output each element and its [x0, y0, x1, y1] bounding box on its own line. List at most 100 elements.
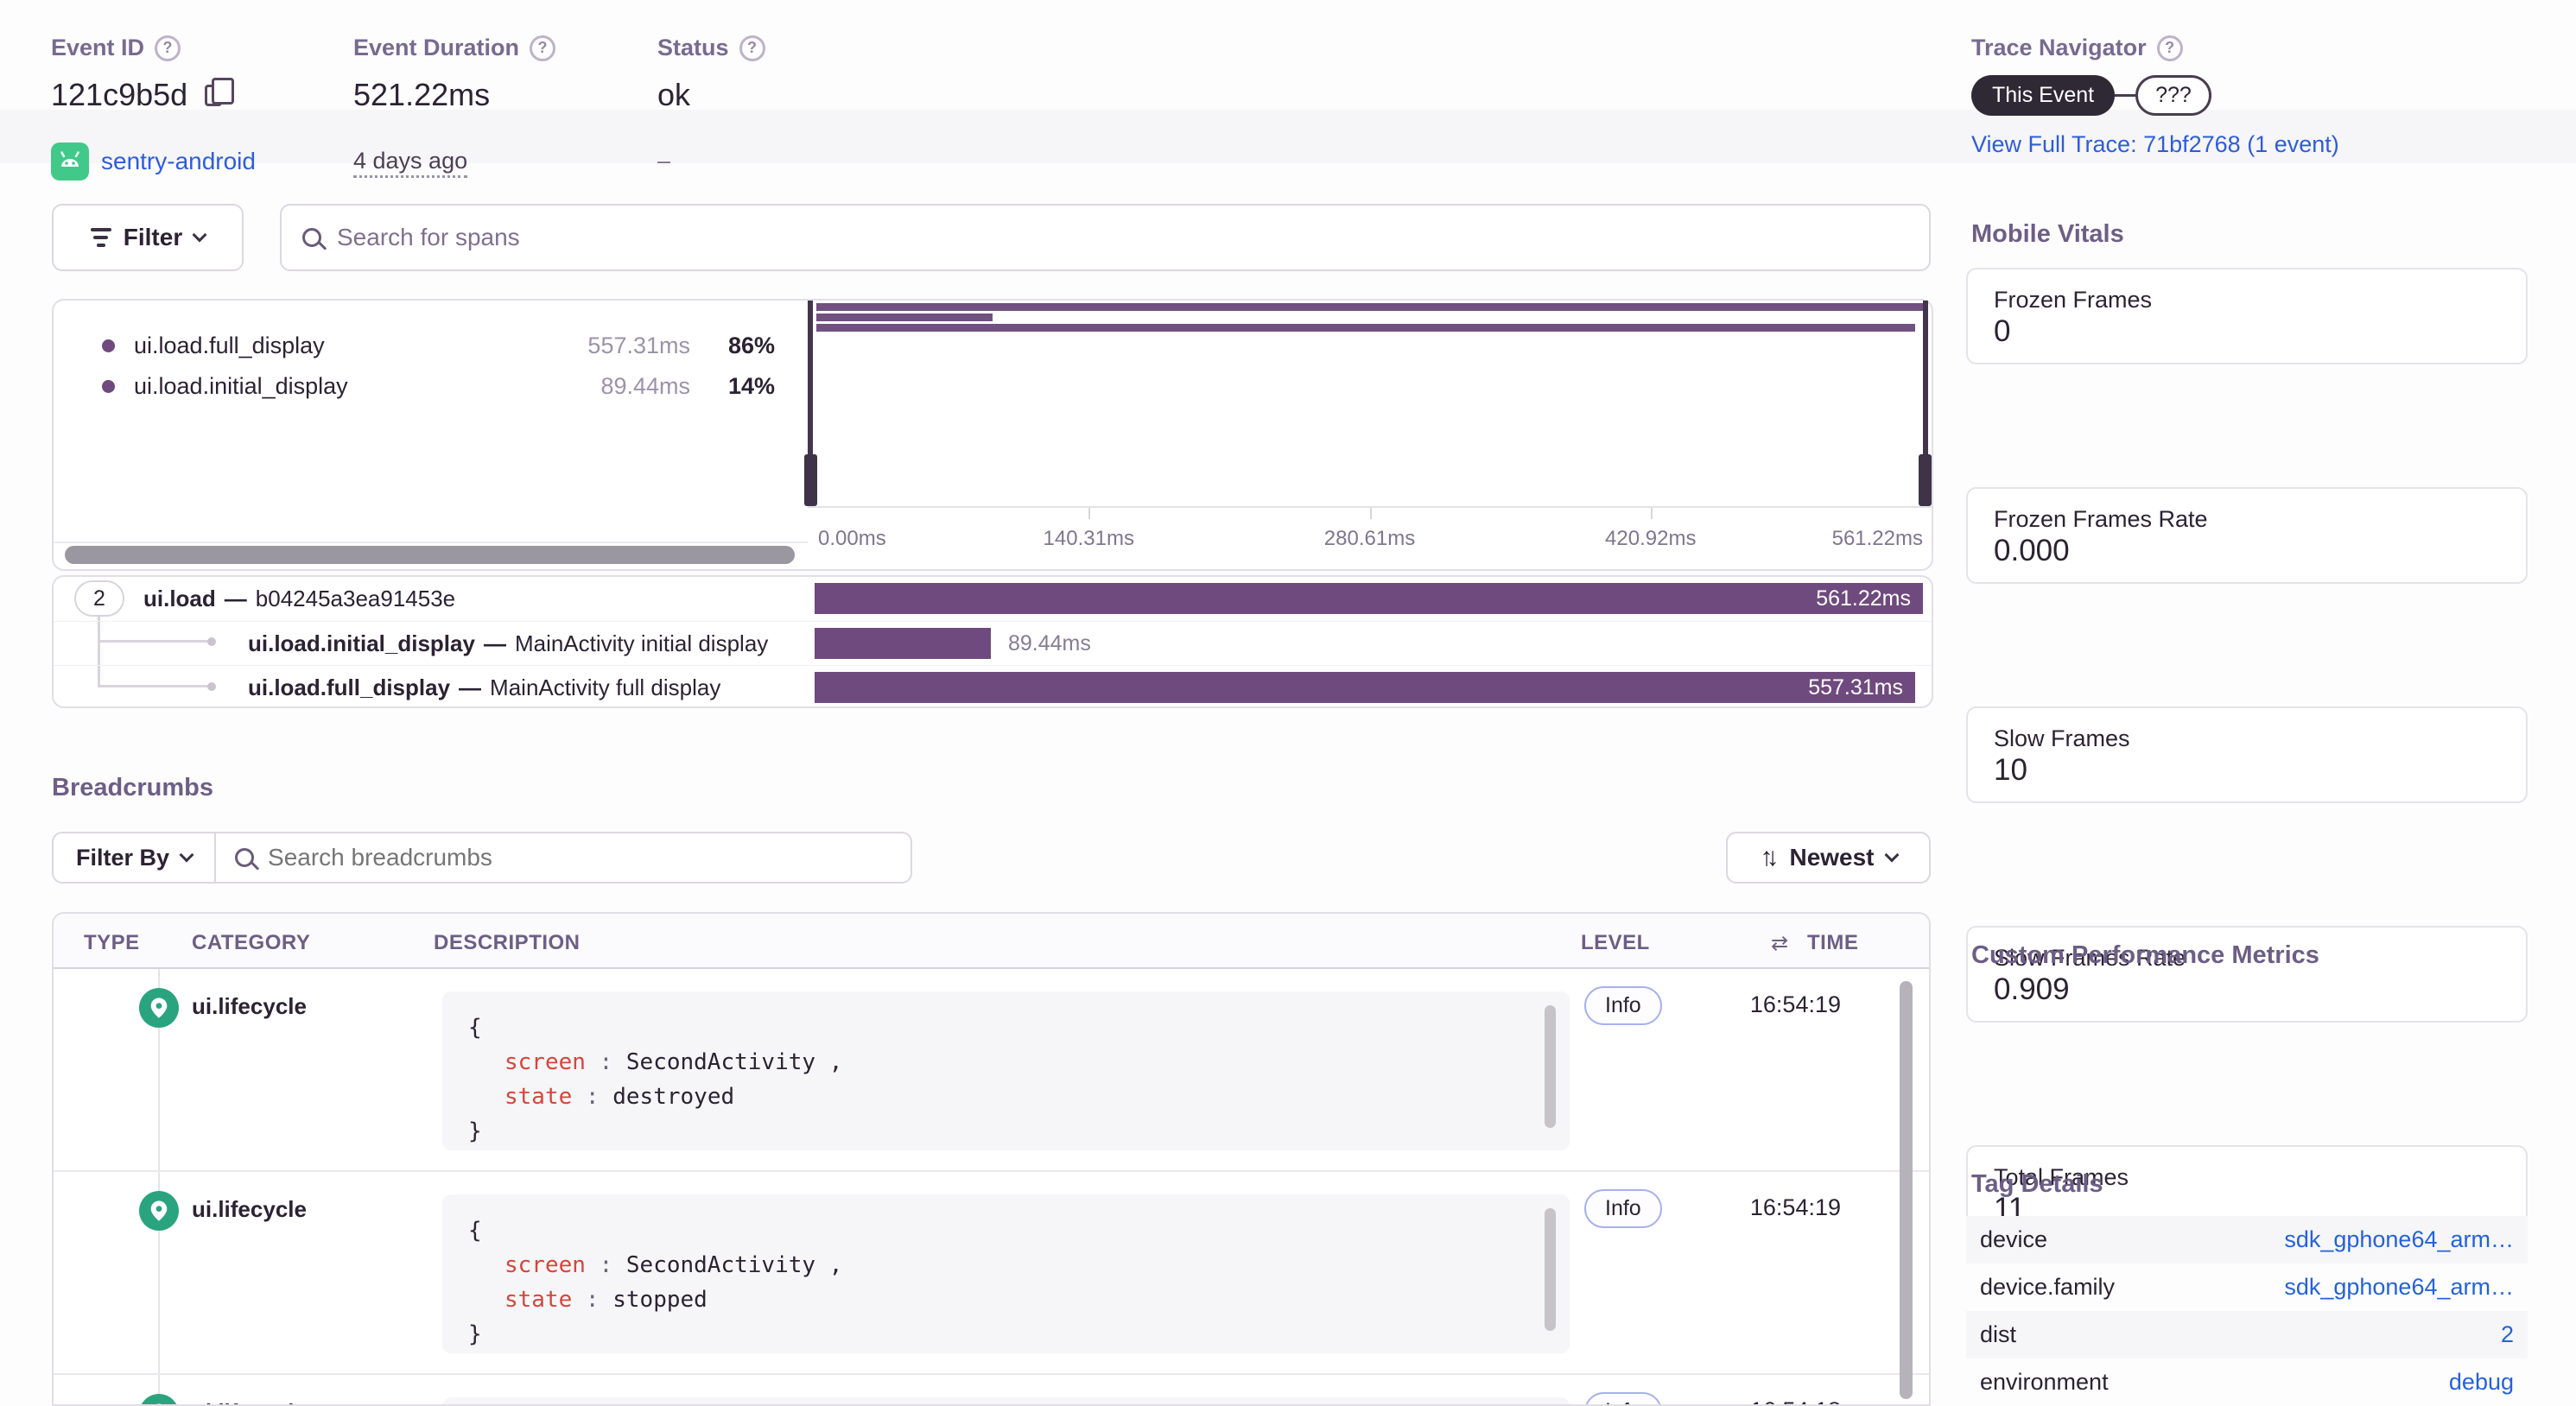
legend-name: ui.load.initial_display — [134, 372, 348, 399]
event-duration-block: Event Duration ? 521.22ms 4 days ago — [353, 35, 556, 178]
event-duration-value-text: 521.22ms — [353, 77, 491, 112]
tag-row-device: device sdk_gphone64_arm… — [1966, 1216, 2528, 1264]
legend-item[interactable]: ui.load.initial_display 89.44ms 14% — [54, 370, 808, 402]
vital-label: Total Frames — [1994, 1164, 2129, 1190]
span-duration: 561.22ms — [1816, 586, 1911, 611]
tag-details-heading: Tag Details — [1971, 1170, 2103, 1198]
axis-tick — [1369, 508, 1372, 519]
breadcrumb-row[interactable]: ui.lifecycle { screen : SecondActivity ,… — [54, 1172, 1929, 1375]
breadcrumb-row[interactable]: ui.lifecycle { screen : SecondActivity ,… — [54, 969, 1929, 1172]
mobile-vitals-heading: Mobile Vitals — [1971, 220, 2124, 248]
breadcrumb-filter-label: Filter By — [76, 844, 170, 871]
status-label-text: Status — [657, 35, 729, 60]
breadcrumb-filter-button[interactable]: Filter By — [54, 833, 217, 882]
code-scrollbar[interactable] — [1545, 1208, 1556, 1331]
search-icon — [302, 228, 321, 247]
tag-details-table: device sdk_gphone64_arm… device.family s… — [1966, 1216, 2528, 1406]
minimap-bar — [816, 324, 1916, 332]
span-bar[interactable]: 557.31ms — [815, 672, 1916, 703]
next-trace-pill[interactable]: ??? — [2135, 75, 2211, 116]
span-count-badge[interactable]: 2 — [74, 580, 124, 617]
horizontal-scrollbar[interactable] — [65, 546, 795, 564]
trace-connector — [2115, 94, 2136, 97]
minimap-right-grabber[interactable] — [1919, 454, 1932, 506]
tag-value-link[interactable]: sdk_gphone64_arm… — [2284, 1226, 2514, 1252]
tag-value-link[interactable]: 2 — [2500, 1321, 2514, 1347]
breadcrumb-data-json: { screen : SecondActivity , state : stop… — [442, 1194, 1570, 1353]
status-sub-text: – — [657, 148, 671, 174]
span-row-initial-display[interactable]: ui.load.initial_display — MainActivity i… — [54, 621, 1932, 664]
vital-value: 0.000 — [1994, 534, 2070, 567]
vital-label: Slow Frames Rate — [1994, 945, 2186, 971]
span-row-full-display[interactable]: ui.load.full_display — MainActivity full… — [54, 665, 1932, 708]
span-separator: — — [483, 630, 506, 656]
status-value: ok — [657, 77, 765, 113]
legend-duration: 89.44ms — [600, 372, 690, 399]
tag-value-link[interactable]: debug — [2448, 1369, 2514, 1395]
axis-label: 0.00ms — [818, 527, 886, 550]
vital-card-frozen-frames: Frozen Frames 0 — [1966, 268, 2528, 364]
span-search-input[interactable] — [337, 224, 1908, 251]
breadcrumb-sort-button[interactable]: ↑↓ Newest — [1726, 832, 1931, 884]
legend-item[interactable]: ui.load.full_display 557.31ms 86% — [54, 329, 808, 362]
minimap-right-handle[interactable] — [1923, 301, 1928, 506]
breadcrumb-time: 16:54:19 — [1749, 1194, 1841, 1220]
trace-pills: This Event ??? — [1971, 75, 2339, 116]
axis-label: 140.31ms — [1043, 527, 1134, 550]
vital-value: 0 — [1994, 314, 2011, 348]
breadcrumb-search-input[interactable] — [268, 844, 891, 871]
minimap-left-handle[interactable] — [808, 301, 813, 506]
span-bar[interactable] — [815, 628, 991, 659]
vital-card-frozen-frames-rate: Frozen Frames Rate 0.000 — [1966, 487, 2528, 584]
project-link[interactable]: sentry-android — [51, 142, 256, 180]
breadcrumb-timeline — [158, 969, 160, 1170]
copy-icon[interactable] — [205, 77, 235, 106]
time-sort-icon[interactable]: ⇄ — [1771, 932, 1789, 955]
breadcrumb-row[interactable]: ui.lifecycle { Info 16:54:18 — [54, 1375, 1929, 1404]
span-description: MainActivity initial display — [514, 630, 769, 656]
level-badge: Info — [1584, 1392, 1662, 1404]
breadcrumb-time: 16:54:19 — [1749, 991, 1841, 1017]
vital-card-slow-frames: Slow Frames 10 — [1966, 706, 2528, 803]
help-icon[interactable]: ? — [2156, 35, 2183, 61]
tag-row-device-family: device.family sdk_gphone64_arm… — [1966, 1264, 2528, 1311]
trace-navigator-label: Trace Navigator ? — [1971, 35, 2339, 61]
this-event-pill[interactable]: This Event — [1971, 75, 2116, 116]
event-age-text: 4 days ago — [353, 148, 468, 178]
span-row-ui-load[interactable]: 2 ui.load — b04245a3ea91453e 561.22ms — [54, 577, 1932, 620]
view-full-trace-link[interactable]: View Full Trace: 71bf2768 (1 event) — [1971, 131, 2339, 157]
level-badge: Info — [1584, 1189, 1662, 1228]
chevron-down-icon — [1884, 847, 1900, 862]
span-filter-button[interactable]: Filter — [52, 204, 244, 271]
column-time[interactable]: TIME — [1807, 931, 1859, 954]
span-bar[interactable]: 561.22ms — [815, 583, 1923, 614]
code-scrollbar[interactable] — [1545, 1005, 1556, 1128]
legend-dot — [102, 379, 115, 393]
span-op: ui.load.initial_display — [248, 630, 475, 656]
event-id-block: Event ID ? 121c9b5d sentry-android — [51, 35, 256, 180]
axis-label: 280.61ms — [1323, 527, 1416, 550]
axis-label: 561.22ms — [1831, 527, 1923, 550]
span-op: ui.load.full_display — [248, 674, 451, 700]
help-icon[interactable]: ? — [530, 35, 556, 61]
table-scrollbar[interactable] — [1900, 976, 1913, 1404]
minimap-bar — [816, 303, 1923, 311]
span-op: ui.load — [143, 585, 216, 611]
span-filter-label: Filter — [123, 224, 183, 250]
tag-value-link[interactable]: sdk_gphone64_arm… — [2284, 1274, 2514, 1300]
tag-key: environment — [1980, 1369, 2109, 1395]
vital-label: Frozen Frames — [1994, 287, 2153, 313]
minimap-left-grabber[interactable] — [804, 454, 817, 506]
tree-connector — [98, 685, 210, 687]
span-minimap[interactable] — [804, 301, 1932, 506]
legend-percent: 86% — [727, 332, 775, 358]
tree-connector — [98, 640, 210, 643]
breadcrumb-search — [216, 833, 910, 882]
help-icon[interactable]: ? — [739, 35, 765, 61]
vital-card-slow-frames-rate: Slow Frames Rate 0.909 — [1966, 926, 2528, 1023]
breadcrumb-data-json: { screen : SecondActivity , state : dest… — [442, 991, 1570, 1150]
span-tree-panel: 2 ui.load — b04245a3ea91453e 561.22ms ui… — [52, 575, 1933, 708]
span-duration: 89.44ms — [1007, 630, 1091, 656]
help-icon[interactable]: ? — [155, 35, 181, 61]
status-sub: – — [657, 148, 765, 174]
